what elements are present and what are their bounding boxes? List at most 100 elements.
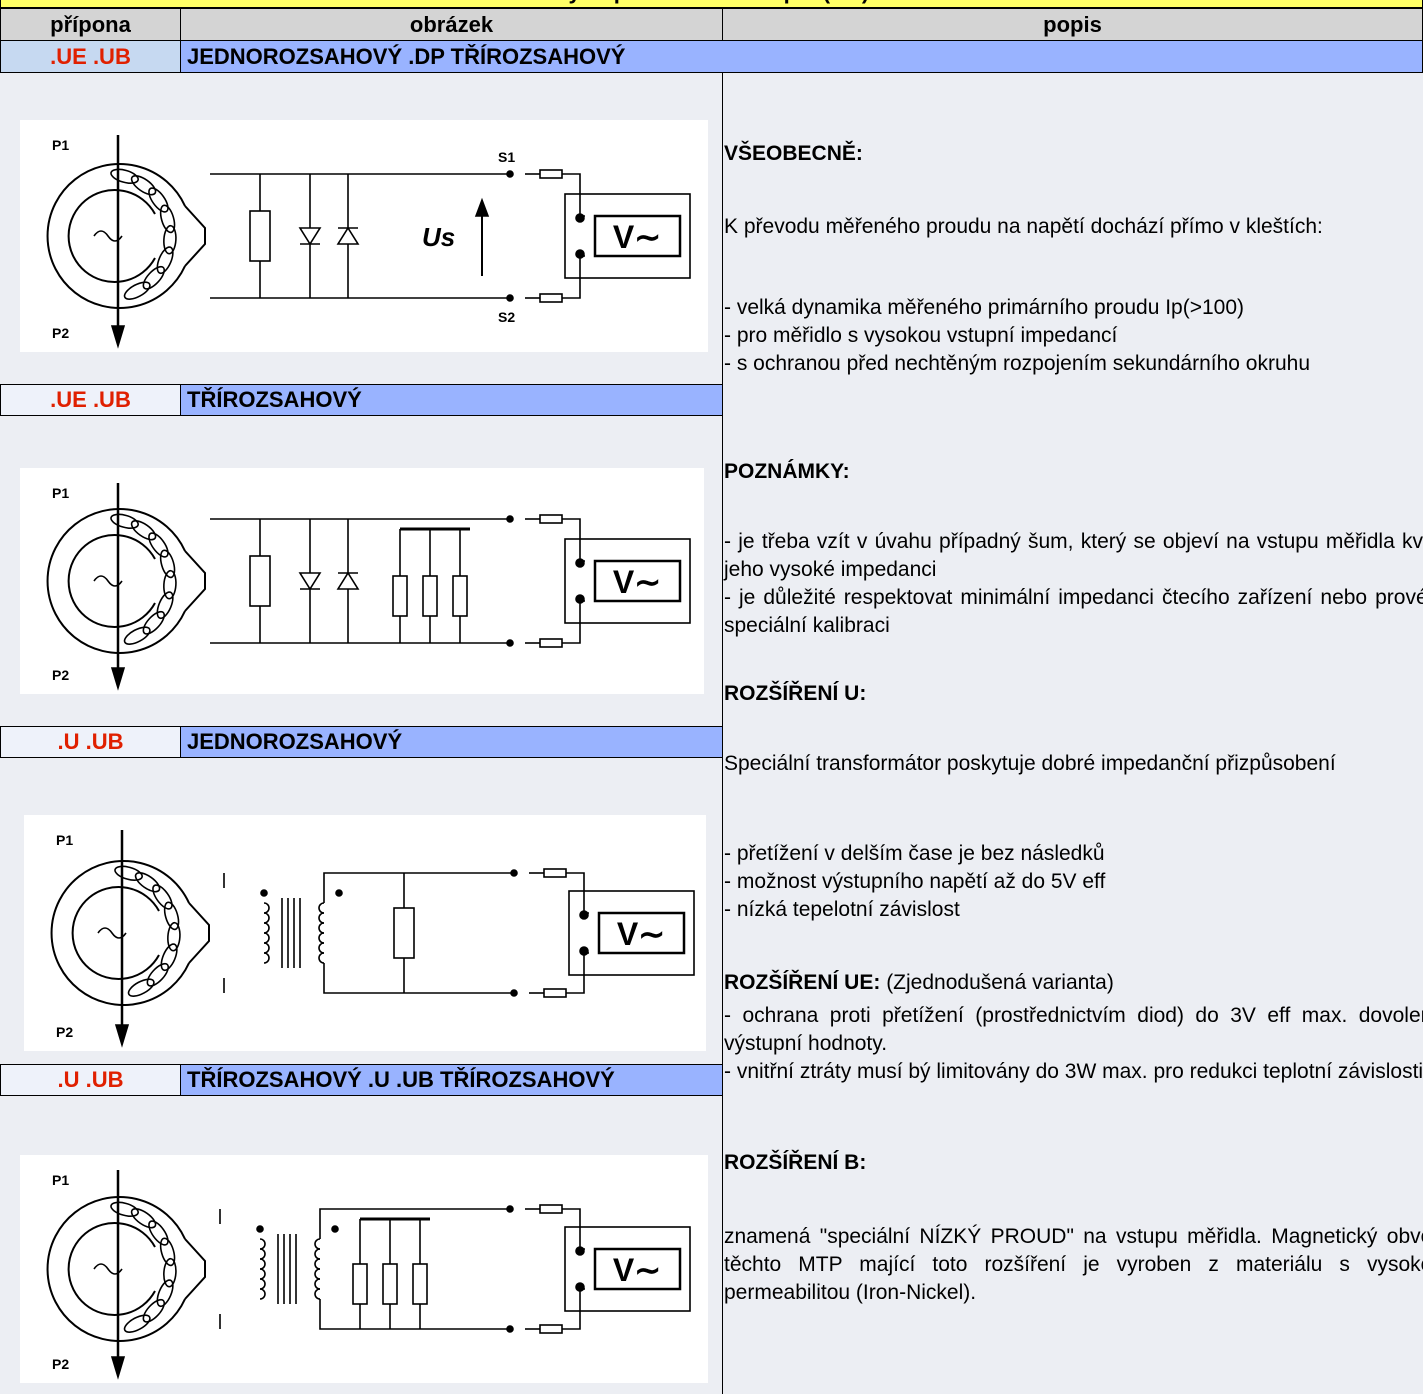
- coil-turn: [123, 281, 151, 300]
- clamp: [67, 189, 156, 283]
- resistor: [412, 1263, 428, 1305]
- winding: [314, 1258, 321, 1270]
- clamp: [46, 1196, 186, 1342]
- coil-turn: [163, 224, 177, 255]
- winding: [314, 1288, 321, 1300]
- coil-turn: [114, 865, 143, 881]
- resistor: [382, 1263, 398, 1305]
- note: (Zjednodušená varianta): [886, 971, 1114, 994]
- winding: [263, 932, 270, 944]
- meter-label: V∼: [613, 1252, 661, 1288]
- meter: [564, 1226, 691, 1312]
- winding: [318, 952, 325, 964]
- suffix: .UE .UB: [0, 384, 181, 416]
- coil-turn: [142, 265, 166, 290]
- resistor: [249, 555, 271, 607]
- winding: [314, 1278, 321, 1290]
- label: P1: [56, 832, 73, 848]
- meter: [568, 890, 695, 976]
- coil-turn: [130, 1207, 157, 1229]
- meter: [564, 538, 691, 624]
- text-block: POZNÁMKY:: [724, 458, 1423, 486]
- coil-turn: [110, 1201, 139, 1217]
- resistor: [422, 575, 438, 617]
- paragraph: Speciální transformátor poskytuje dobré …: [724, 752, 1336, 775]
- label: Us: [422, 222, 455, 252]
- terminal: [575, 1282, 585, 1292]
- meter-display: [593, 1247, 682, 1291]
- coil-turn: [123, 1314, 151, 1333]
- coil-turn: [142, 610, 166, 635]
- plug: [539, 169, 563, 179]
- text-block: VŠEOBECNĚ:: [724, 140, 1423, 168]
- text-block: znamená "speciální NÍZKÝ PROUD" na vstup…: [724, 1223, 1423, 1307]
- text-block: - ochrana proti přetížení (prostřednictv…: [724, 1002, 1423, 1086]
- terminal: [510, 989, 518, 997]
- terminal: [506, 170, 514, 178]
- label: S1: [498, 149, 515, 165]
- heading: ROZŠÍŘENÍ B:: [724, 1151, 867, 1174]
- winding: [259, 1288, 266, 1300]
- meter-label: V∼: [613, 219, 661, 255]
- list-item: - přetížení v delším čase je bez následk…: [724, 842, 1105, 865]
- coil-turn: [142, 1298, 166, 1323]
- diode: [298, 572, 322, 591]
- coil-turn: [127, 978, 155, 997]
- arrow: [110, 1356, 126, 1380]
- coil-turn: [110, 513, 139, 529]
- coil-turn: [130, 519, 157, 541]
- text-block: - velká dynamika měřeného primárního pro…: [724, 294, 1423, 378]
- coil-turn: [159, 204, 176, 234]
- terminal: [506, 294, 514, 302]
- plug: [539, 293, 563, 303]
- coil-turn: [156, 591, 174, 620]
- suffix: .UE .UB: [0, 40, 181, 73]
- meter-display: [593, 214, 682, 258]
- plug: [539, 1324, 563, 1334]
- wire: [323, 872, 514, 994]
- list-item: - je důležité respektovat minimální impe…: [724, 586, 1423, 637]
- coil-turn: [110, 168, 139, 184]
- clamp: [184, 1238, 206, 1300]
- arrow: [474, 197, 490, 217]
- coil-turn: [148, 187, 169, 213]
- meter-display: [593, 559, 682, 603]
- terminal: [575, 594, 585, 604]
- list-item: - je třeba vzít v úvahu případný šum, kt…: [724, 530, 1423, 581]
- text-block: - je třeba vzít v úvahu případný šum, kt…: [724, 528, 1423, 640]
- label: P2: [52, 325, 69, 341]
- arrow: [110, 325, 126, 349]
- text-block: ROZŠÍŘENÍ U:: [724, 680, 1423, 708]
- heading: POZNÁMKY:: [724, 460, 850, 483]
- coil-turn: [156, 246, 174, 275]
- resistor: [452, 575, 468, 617]
- winding: [259, 1248, 266, 1260]
- winding: [263, 912, 270, 924]
- list-item: - nízká tepelotní závislost: [724, 898, 960, 921]
- list-item: - možnost výstupního napětí až do 5V eff: [724, 870, 1106, 893]
- winding: [314, 1248, 321, 1260]
- plug: [539, 514, 563, 524]
- column-header: přípona: [0, 8, 181, 41]
- text-block: - přetížení v delším čase je bez následk…: [724, 840, 1423, 924]
- clamp: [188, 902, 210, 964]
- circuit-diagram: P1 P2 V∼: [24, 815, 706, 1051]
- resistor: [392, 575, 408, 617]
- wire: [319, 1208, 510, 1330]
- resistor: [249, 210, 271, 262]
- clamp: [184, 550, 206, 612]
- coil-turn: [146, 962, 170, 987]
- coil-turn: [163, 1257, 177, 1288]
- list-item: - pro měřidlo s vysokou vstupní impedanc…: [724, 324, 1118, 347]
- winding: [259, 1278, 266, 1290]
- text-block: Speciální transformátor poskytuje dobré …: [724, 750, 1423, 778]
- clamp: [67, 534, 156, 628]
- row-label: TŘÍROZSAHOVÝ .U .UB TŘÍROZSAHOVÝ: [180, 1064, 723, 1096]
- dot: [335, 889, 343, 897]
- plug: [543, 988, 567, 998]
- label: P1: [52, 485, 69, 501]
- paragraph: znamená "speciální NÍZKÝ PROUD" na vstup…: [724, 1225, 1423, 1304]
- row-label: TŘÍROZSAHOVÝ: [180, 384, 723, 416]
- coil-turn: [134, 871, 161, 893]
